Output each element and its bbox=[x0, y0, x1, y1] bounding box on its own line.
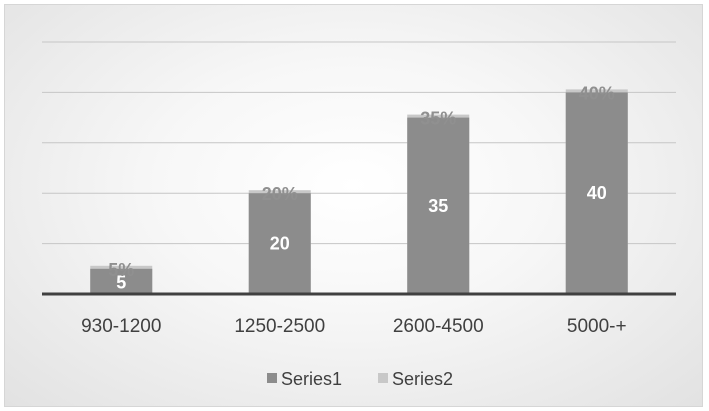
bar-series1-930-1200 bbox=[90, 268, 153, 294]
x-tick-label: 1250-2500 bbox=[234, 316, 325, 337]
data-label-series2: 40% bbox=[579, 83, 615, 103]
legend-swatch-series2 bbox=[378, 373, 388, 383]
data-label-series1: 20 bbox=[270, 234, 290, 254]
x-tick-label: 2600-4500 bbox=[393, 316, 484, 337]
legend-label-series1: Series1 bbox=[281, 369, 342, 389]
data-label-series2: 20% bbox=[262, 184, 298, 204]
legend-label-series2: Series2 bbox=[392, 369, 453, 389]
data-label-series1: 5 bbox=[116, 272, 126, 292]
data-label-series1: 35 bbox=[428, 196, 448, 216]
series2-bars bbox=[90, 89, 628, 295]
data-label-series2: 5% bbox=[108, 260, 134, 280]
bar-series1-5000-+ bbox=[565, 92, 628, 295]
data-label-series1: 40 bbox=[587, 183, 607, 203]
x-tick-label: 930-1200 bbox=[81, 316, 161, 337]
bar-series1-2600-4500 bbox=[407, 117, 470, 294]
series1-data-labels: 5 20 35 40 bbox=[116, 183, 607, 292]
bar-series1-1250-2500 bbox=[248, 193, 311, 294]
series1-bars bbox=[90, 92, 628, 295]
legend-swatch-series1 bbox=[267, 373, 277, 383]
series2-data-labels: 5% 20% 35% 40% bbox=[108, 83, 615, 279]
legend: Series1 Series2 bbox=[267, 369, 453, 389]
x-axis-tick-labels: 930-1200 1250-2500 2600-4500 5000-+ bbox=[81, 316, 627, 337]
x-tick-label: 5000-+ bbox=[567, 316, 627, 337]
data-label-series2: 35% bbox=[420, 109, 456, 129]
